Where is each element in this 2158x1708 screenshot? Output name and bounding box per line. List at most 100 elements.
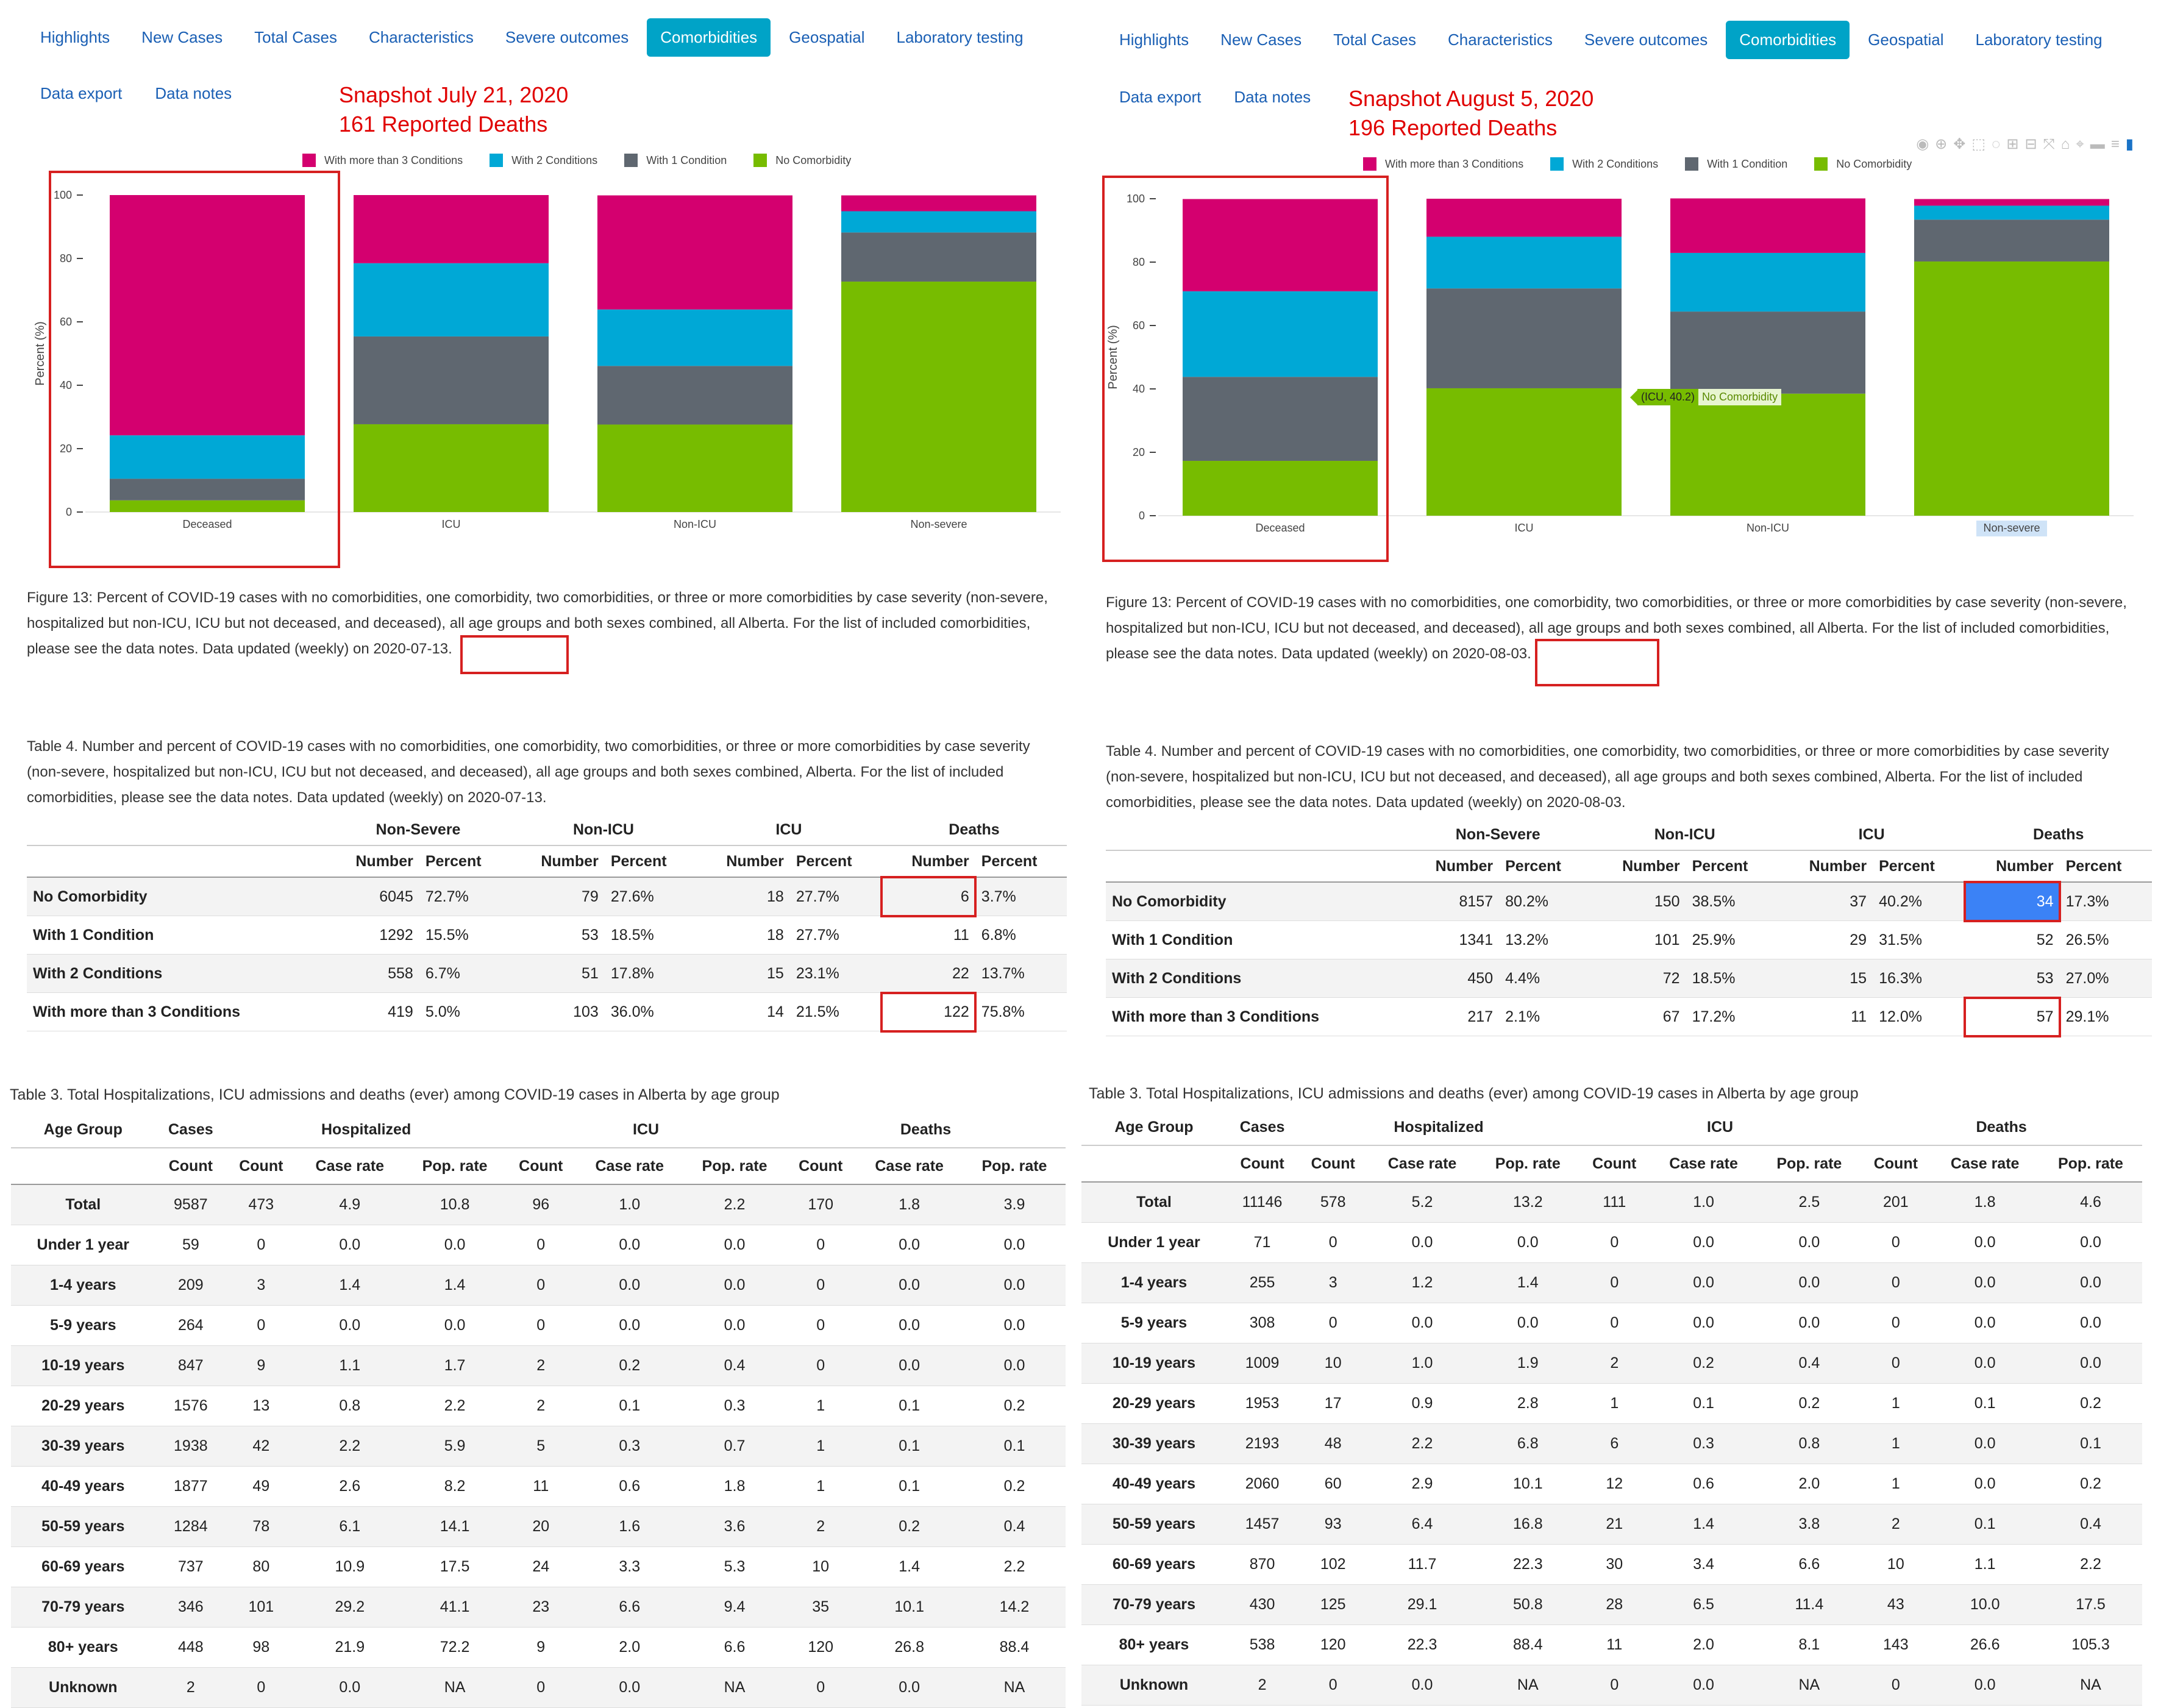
table-cell: 0.0 xyxy=(1974,1314,1996,1331)
table-cell: 0.0 xyxy=(1974,1354,1996,1372)
bar-segment xyxy=(110,479,305,500)
y-tick-label: 80 xyxy=(60,252,72,265)
tab-comorbidities[interactable]: Comorbidities xyxy=(1726,21,1850,59)
camera-icon[interactable]: ◉ xyxy=(1916,136,1935,152)
tab-laboratory-testing[interactable]: Laboratory testing xyxy=(896,28,1024,46)
table-cell: 17.8% xyxy=(610,964,654,982)
data-export-link[interactable]: Data export xyxy=(1119,88,1202,106)
tab-severe-outcomes[interactable]: Severe outcomes xyxy=(505,28,629,46)
chart-modebar[interactable]: ◉⊕✥⬚◌⊞⊟⤧⌂⌖▬≡▮ xyxy=(1916,135,2140,153)
table-cell: 1.4 xyxy=(899,1558,921,1575)
table-cell: 1.9 xyxy=(1517,1354,1539,1372)
lasso-icon[interactable]: ◌ xyxy=(1992,136,2007,152)
tab-total-cases[interactable]: Total Cases xyxy=(254,28,337,46)
table-cell: 11.4 xyxy=(1795,1596,1824,1613)
table-cell: 24 xyxy=(532,1558,550,1575)
table3-age-groups: Age Group Cases Hospitalized ICU Deaths … xyxy=(1081,1109,2142,1706)
table-cell: 0.1 xyxy=(1693,1395,1714,1412)
table-cell: 0.0 xyxy=(899,1317,921,1334)
tab-geospatial[interactable]: Geospatial xyxy=(1868,30,1944,49)
home-icon[interactable]: ⌂ xyxy=(2060,136,2076,152)
bar-segment xyxy=(354,263,549,336)
table-row: With more than 3 Conditions 419 5.0% 103 36.… xyxy=(27,991,1067,1033)
pan-icon[interactable]: ✥ xyxy=(1953,136,1972,152)
box-select-icon[interactable]: ⬚ xyxy=(1971,136,1992,152)
table-cell: 57 xyxy=(1964,996,2061,1037)
table-cell: 0.2 xyxy=(619,1357,641,1374)
table-cell: 120 xyxy=(808,1639,834,1656)
table-cell: 4.6 xyxy=(2080,1194,2101,1211)
bar-segment xyxy=(597,366,792,425)
data-notes-link[interactable]: Data notes xyxy=(1234,88,1311,106)
data-notes-link[interactable]: Data notes xyxy=(155,84,232,102)
table3-subheader: Count xyxy=(506,1148,576,1185)
autoscale-icon[interactable]: ⤧ xyxy=(2043,136,2061,152)
table-cell: 14 xyxy=(767,1003,784,1020)
table-cell: 1953 xyxy=(1245,1395,1280,1412)
table-cell: 6.6 xyxy=(724,1639,746,1656)
legend-item[interactable]: No Comorbidity xyxy=(753,154,851,167)
plotly-logo-icon[interactable]: ▮ xyxy=(2125,136,2140,152)
bar-segment xyxy=(1670,252,1865,312)
tab-characteristics[interactable]: Characteristics xyxy=(1447,30,1553,49)
tab-total-cases[interactable]: Total Cases xyxy=(1333,30,1416,49)
table-cell: 1 xyxy=(1891,1395,1900,1412)
legend-item[interactable]: With more than 3 Conditions xyxy=(302,154,463,167)
legend-item[interactable]: With 2 Conditions xyxy=(490,154,597,167)
hover-closest-icon[interactable]: ▬ xyxy=(2090,136,2111,152)
tab-geospatial[interactable]: Geospatial xyxy=(789,28,865,46)
table-cell: 0.3 xyxy=(1693,1435,1714,1452)
bar-segment xyxy=(597,309,792,366)
table-cell: 0.0 xyxy=(1693,1234,1714,1251)
bar-segment xyxy=(841,232,1036,282)
table-cell: 11 xyxy=(953,926,969,944)
table-row: 40-49 years 1877 49 2.6 8.2 11 0.6 1.8 1 0.1 0.2 xyxy=(11,1467,1066,1507)
tab-characteristics[interactable]: Characteristics xyxy=(368,28,474,46)
table-cell: 17 xyxy=(1324,1395,1342,1412)
legend-item[interactable]: With 1 Condition xyxy=(624,154,727,167)
tab-new-cases[interactable]: New Cases xyxy=(141,28,223,46)
bar-segment xyxy=(1670,311,1865,394)
table-cell: 1.4 xyxy=(339,1276,361,1293)
table-cell: 30 xyxy=(1606,1556,1623,1573)
table-cell: 101 xyxy=(1654,931,1680,948)
table-cell: 5 xyxy=(536,1437,546,1454)
tab-highlights[interactable]: Highlights xyxy=(1119,30,1189,49)
legend-item[interactable]: No Comorbidity xyxy=(1814,157,1912,171)
age-group-label: 10-19 years xyxy=(1112,1354,1196,1372)
table-cell: 20 xyxy=(532,1518,550,1535)
data-export-link[interactable]: Data export xyxy=(40,84,123,102)
zoom-in-icon[interactable]: ⊞ xyxy=(2006,136,2025,152)
table-row: No Comorbidity 6045 72.7% 79 27.6% 18 27.7% 6 3.… xyxy=(27,876,1067,917)
table3-subheader: Count xyxy=(226,1148,296,1185)
table-cell: 3.4 xyxy=(1693,1556,1714,1573)
table-cell: 50.8 xyxy=(1512,1596,1543,1613)
zoom-out-icon[interactable]: ⊟ xyxy=(2024,136,2043,152)
tab-new-cases[interactable]: New Cases xyxy=(1220,30,1302,49)
age-group-label: Total xyxy=(65,1196,101,1213)
legend-item[interactable]: With 1 Condition xyxy=(1685,157,1787,171)
tab-highlights[interactable]: Highlights xyxy=(40,28,110,46)
tab-laboratory-testing[interactable]: Laboratory testing xyxy=(1975,30,2103,49)
tab-comorbidities[interactable]: Comorbidities xyxy=(647,18,771,57)
table-row: 5-9 years 264 0 0.0 0.0 0 0.0 0.0 0 0.0 0.0 xyxy=(11,1306,1066,1346)
zoom-icon[interactable]: ⊕ xyxy=(1935,136,1954,152)
legend-swatch xyxy=(1363,157,1376,171)
age-group-label: 5-9 years xyxy=(1120,1314,1188,1331)
table4-group-header: Non-ICU xyxy=(1591,819,1778,851)
x-tick-label: Deceased xyxy=(182,518,232,530)
table-cell: 419 xyxy=(388,1003,413,1020)
legend-item[interactable]: With 2 Conditions xyxy=(1550,157,1658,171)
table-cell: 13.2 xyxy=(1512,1194,1543,1211)
legend-swatch xyxy=(1685,157,1699,171)
table3-subheader: Pop. rate xyxy=(963,1148,1066,1185)
tab-severe-outcomes[interactable]: Severe outcomes xyxy=(1584,30,1708,49)
hover-compare-icon[interactable]: ≡ xyxy=(2110,136,2126,152)
table-cell: 1.0 xyxy=(1411,1354,1433,1372)
table-cell: 0 xyxy=(536,1236,546,1253)
table-cell: 43 xyxy=(1887,1596,1904,1613)
table-cell: 22.3 xyxy=(1407,1636,1437,1653)
sub-nav: Data export Data notes xyxy=(27,78,245,109)
spike-icon[interactable]: ⌖ xyxy=(2076,136,2090,152)
legend-item[interactable]: With more than 3 Conditions xyxy=(1363,157,1523,171)
